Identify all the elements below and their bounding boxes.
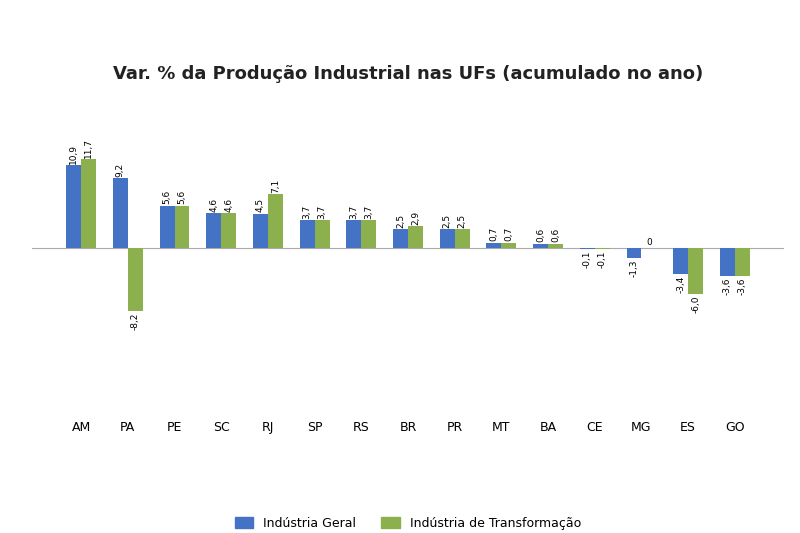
Bar bbox=[408, 226, 423, 248]
Text: -0,1: -0,1 bbox=[598, 251, 606, 268]
Bar bbox=[735, 248, 750, 276]
Text: -0,1: -0,1 bbox=[583, 251, 592, 268]
Text: 4,6: 4,6 bbox=[224, 198, 233, 212]
Bar bbox=[268, 194, 283, 248]
Text: 2,5: 2,5 bbox=[442, 214, 452, 228]
Bar bbox=[174, 206, 190, 248]
Text: 0,6: 0,6 bbox=[536, 228, 545, 242]
Bar bbox=[440, 229, 454, 248]
Text: 3,7: 3,7 bbox=[302, 204, 312, 219]
Bar bbox=[688, 248, 703, 294]
Text: -8,2: -8,2 bbox=[130, 312, 140, 329]
Bar bbox=[81, 159, 96, 248]
Text: 4,5: 4,5 bbox=[256, 198, 265, 213]
Text: -3,4: -3,4 bbox=[676, 276, 686, 293]
Bar bbox=[454, 229, 470, 248]
Text: 4,6: 4,6 bbox=[210, 198, 218, 212]
Bar bbox=[533, 244, 548, 248]
Bar bbox=[362, 220, 376, 248]
Bar bbox=[159, 206, 174, 248]
Bar bbox=[580, 248, 594, 249]
Text: 0,7: 0,7 bbox=[504, 227, 514, 241]
Title: Var. % da Produção Industrial nas UFs (acumulado no ano): Var. % da Produção Industrial nas UFs (a… bbox=[113, 65, 703, 83]
Text: 0,7: 0,7 bbox=[490, 227, 498, 241]
Bar bbox=[674, 248, 688, 274]
Bar bbox=[113, 178, 128, 248]
Bar bbox=[626, 248, 642, 258]
Bar bbox=[548, 244, 563, 248]
Bar bbox=[222, 213, 236, 248]
Text: 7,1: 7,1 bbox=[271, 179, 280, 192]
Bar bbox=[346, 220, 362, 248]
Text: 0,6: 0,6 bbox=[551, 228, 560, 242]
Bar bbox=[128, 248, 142, 311]
Text: 3,7: 3,7 bbox=[350, 204, 358, 219]
Text: 2,5: 2,5 bbox=[458, 214, 466, 228]
Text: 11,7: 11,7 bbox=[84, 138, 93, 158]
Text: 2,5: 2,5 bbox=[396, 214, 405, 228]
Text: 5,6: 5,6 bbox=[162, 190, 171, 204]
Bar bbox=[66, 165, 81, 248]
Text: -1,3: -1,3 bbox=[630, 260, 638, 277]
Text: 2,9: 2,9 bbox=[411, 211, 420, 224]
Bar bbox=[486, 243, 502, 248]
Text: 3,7: 3,7 bbox=[364, 204, 374, 219]
Text: 3,7: 3,7 bbox=[318, 204, 326, 219]
Bar bbox=[594, 248, 610, 249]
Bar bbox=[206, 213, 222, 248]
Text: 9,2: 9,2 bbox=[116, 163, 125, 176]
Text: -6,0: -6,0 bbox=[691, 295, 700, 313]
Bar bbox=[314, 220, 330, 248]
Bar bbox=[720, 248, 735, 276]
Bar bbox=[502, 243, 516, 248]
Text: -3,6: -3,6 bbox=[723, 277, 732, 295]
Bar bbox=[393, 229, 408, 248]
Bar bbox=[300, 220, 314, 248]
Legend: Indústria Geral, Indústria de Transformação: Indústria Geral, Indústria de Transforma… bbox=[230, 512, 586, 533]
Text: 5,6: 5,6 bbox=[178, 190, 186, 204]
Text: 0: 0 bbox=[646, 238, 652, 247]
Text: -3,6: -3,6 bbox=[738, 277, 747, 295]
Text: 10,9: 10,9 bbox=[69, 144, 78, 164]
Bar bbox=[253, 214, 268, 248]
